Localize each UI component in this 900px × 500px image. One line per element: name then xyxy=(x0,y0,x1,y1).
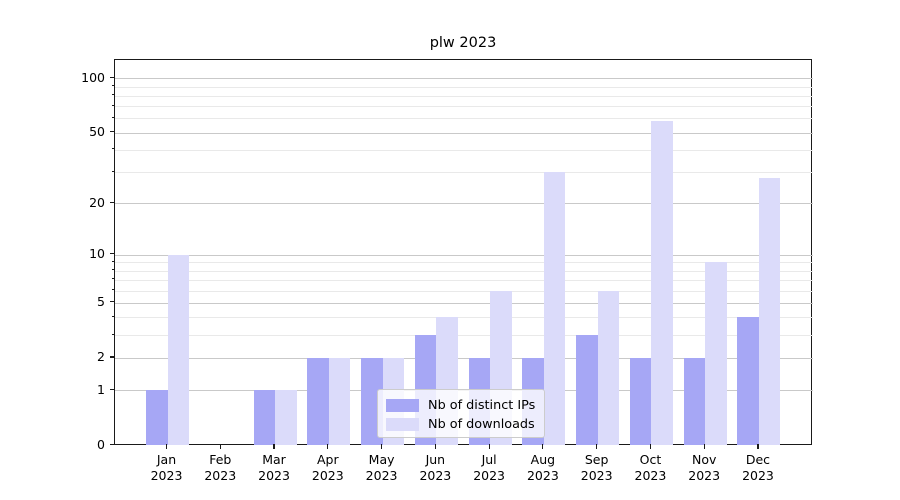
bar-downloads xyxy=(651,121,673,446)
y-minor-tick-mark xyxy=(111,116,114,118)
y-tick-mark xyxy=(109,443,114,445)
gridline-minor xyxy=(115,172,813,174)
y-minor-tick-mark xyxy=(111,289,114,291)
legend-item-downloads: Nb of downloads xyxy=(386,418,536,431)
x-tick-mark xyxy=(380,444,383,449)
gridline-major xyxy=(115,357,813,359)
gridline-major xyxy=(115,132,813,134)
x-tick-mark xyxy=(488,444,490,449)
gridline-major xyxy=(115,78,813,80)
x-tick-label: Jun 2023 xyxy=(419,452,452,483)
gridline-minor xyxy=(115,279,813,281)
x-tick-label: Mar 2023 xyxy=(258,452,290,483)
gridline-major xyxy=(115,203,813,205)
bar-distinct-ips xyxy=(307,357,329,446)
gridline-minor xyxy=(115,106,813,108)
x-tick-label: Nov 2023 xyxy=(688,452,721,483)
bar-distinct-ips xyxy=(253,390,276,446)
x-tick-mark xyxy=(596,444,598,449)
legend-swatch-downloads xyxy=(386,418,419,431)
y-minor-tick-mark xyxy=(111,315,114,317)
y-minor-tick-mark xyxy=(111,170,114,172)
gridline-minor xyxy=(115,86,813,88)
x-tick-mark xyxy=(273,444,275,449)
gridline-minor xyxy=(115,317,813,319)
x-tick-mark xyxy=(757,444,759,449)
y-tick-label: 2 xyxy=(97,349,105,365)
bar-downloads xyxy=(705,262,727,446)
bar-distinct-ips xyxy=(629,357,652,446)
legend-label-distinct-ips: Nb of distinct IPs xyxy=(428,398,536,413)
y-minor-tick-mark xyxy=(111,85,114,87)
y-tick-label: 100 xyxy=(81,69,105,85)
y-minor-tick-mark xyxy=(111,269,114,271)
x-tick-label: Apr 2023 xyxy=(311,452,344,483)
legend-item-distinct-ips: Nb of distinct IPs xyxy=(386,399,536,412)
y-tick-label: 1 xyxy=(97,381,105,397)
y-tick-label: 20 xyxy=(89,194,105,210)
y-minor-tick-mark xyxy=(111,278,114,280)
gridline-minor xyxy=(115,262,813,264)
gridline-minor xyxy=(115,335,813,337)
y-tick-mark xyxy=(109,253,114,255)
x-tick-label: Aug 2023 xyxy=(526,452,559,483)
y-minor-tick-mark xyxy=(111,260,114,262)
legend-label-downloads: Nb of downloads xyxy=(428,417,535,432)
legend-swatch-distinct-ips xyxy=(386,399,419,412)
x-tick-mark xyxy=(703,444,705,449)
gridline-major xyxy=(115,254,813,256)
x-tick-mark xyxy=(434,444,436,449)
bar-downloads xyxy=(543,172,566,446)
x-tick-mark xyxy=(219,444,221,449)
bar-downloads xyxy=(167,254,189,446)
x-tick-label: Dec 2023 xyxy=(742,452,774,483)
y-tick-label: 50 xyxy=(89,124,105,140)
x-tick-mark xyxy=(649,444,652,449)
y-tick-mark xyxy=(109,301,114,303)
y-tick-mark xyxy=(109,356,114,358)
gridline-minor xyxy=(115,270,813,272)
bar-downloads xyxy=(328,357,351,446)
y-tick-mark xyxy=(109,76,114,78)
bar-downloads xyxy=(597,290,620,446)
gridline-major xyxy=(115,302,813,304)
y-minor-tick-mark xyxy=(111,94,114,96)
gridline-minor xyxy=(115,290,813,292)
x-tick-mark xyxy=(165,444,168,449)
y-minor-tick-mark xyxy=(111,148,114,150)
y-tick-label: 10 xyxy=(89,246,105,262)
x-tick-label: Jan 2023 xyxy=(150,452,183,483)
x-tick-mark xyxy=(542,444,544,449)
bar-downloads xyxy=(758,177,781,446)
y-tick-label: 5 xyxy=(97,294,105,310)
gridline-minor xyxy=(115,149,813,151)
bar-distinct-ips xyxy=(737,317,759,446)
x-tick-mark xyxy=(327,444,329,449)
bar-distinct-ips xyxy=(146,390,168,446)
chart-title: plw 2023 xyxy=(429,35,497,51)
bar-downloads xyxy=(275,390,297,446)
x-tick-label: Sep 2023 xyxy=(580,452,613,483)
y-tick-mark xyxy=(109,201,114,203)
gridline-minor xyxy=(115,118,813,120)
x-tick-label: Oct 2023 xyxy=(634,452,667,483)
y-tick-mark xyxy=(109,131,114,133)
y-tick-mark xyxy=(109,388,114,390)
y-tick-label: 0 xyxy=(97,436,105,452)
x-tick-label: Jul 2023 xyxy=(473,452,506,483)
plot-area xyxy=(114,59,813,446)
bar-distinct-ips xyxy=(576,335,598,446)
x-tick-label: Feb 2023 xyxy=(204,452,237,483)
x-tick-label: May 2023 xyxy=(365,452,398,483)
legend: Nb of distinct IPs Nb of downloads xyxy=(377,389,545,438)
y-minor-tick-mark xyxy=(111,104,114,106)
y-minor-tick-mark xyxy=(111,333,114,335)
bar-distinct-ips xyxy=(683,357,706,446)
gridline-minor xyxy=(115,95,813,97)
